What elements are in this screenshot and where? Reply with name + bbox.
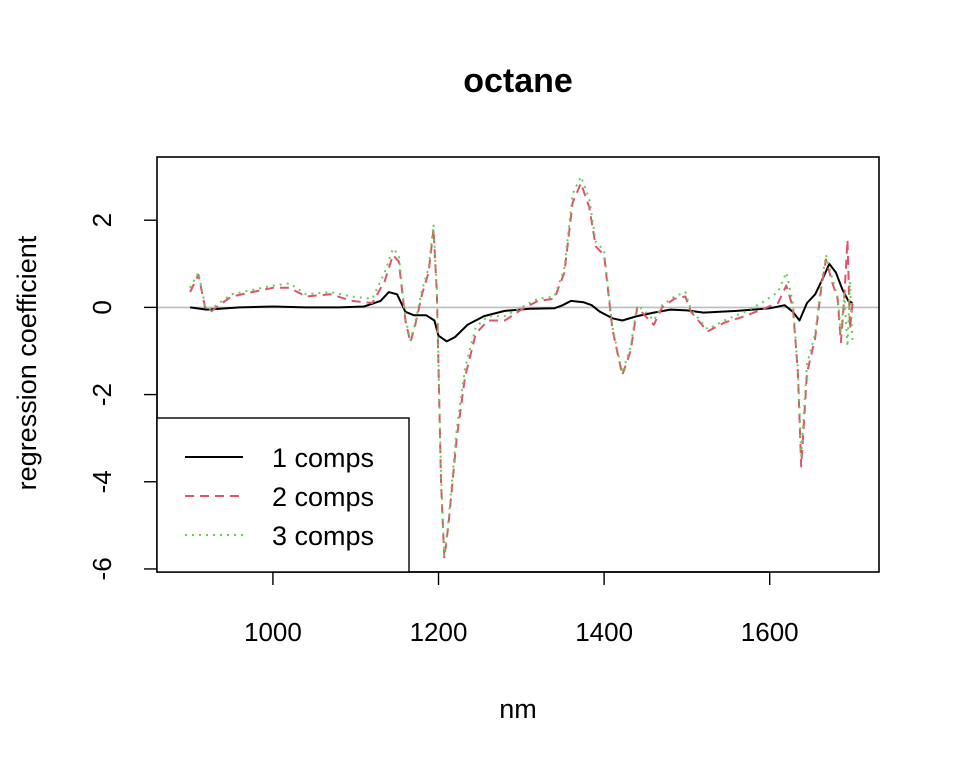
y-tick-label--4: -4 — [87, 470, 117, 493]
legend: 1 comps 2 comps 3 comps — [156, 417, 410, 573]
y-tick-label--6: -6 — [87, 557, 117, 580]
chart-title: octane — [463, 62, 573, 100]
x-tick-label-1600: 1600 — [741, 617, 799, 647]
series-line-1-comps — [189, 262, 853, 343]
y-tick-label-2: 2 — [87, 213, 117, 227]
x-tick-label-1400: 1400 — [575, 617, 633, 647]
series-line-2-comps — [189, 182, 854, 560]
x-axis-label: nm — [499, 694, 537, 724]
legend-label-1-comps: 1 comps — [272, 443, 374, 473]
y-tick-label--2: -2 — [87, 383, 117, 406]
x-tick-label-1000: 1000 — [244, 617, 302, 647]
legend-box — [156, 417, 410, 573]
series-layer — [189, 175, 854, 560]
legend-label-3-comps: 3 comps — [272, 521, 374, 551]
x-axis: 1000 1200 1400 1600 — [244, 571, 799, 647]
x-tick-label-1200: 1200 — [410, 617, 468, 647]
legend-label-2-comps: 2 comps — [272, 482, 374, 512]
y-axis: -6 -4 -2 0 2 — [87, 213, 158, 580]
y-axis-label: regression coefficient — [12, 235, 42, 490]
y-tick-label-0: 0 — [87, 300, 117, 314]
